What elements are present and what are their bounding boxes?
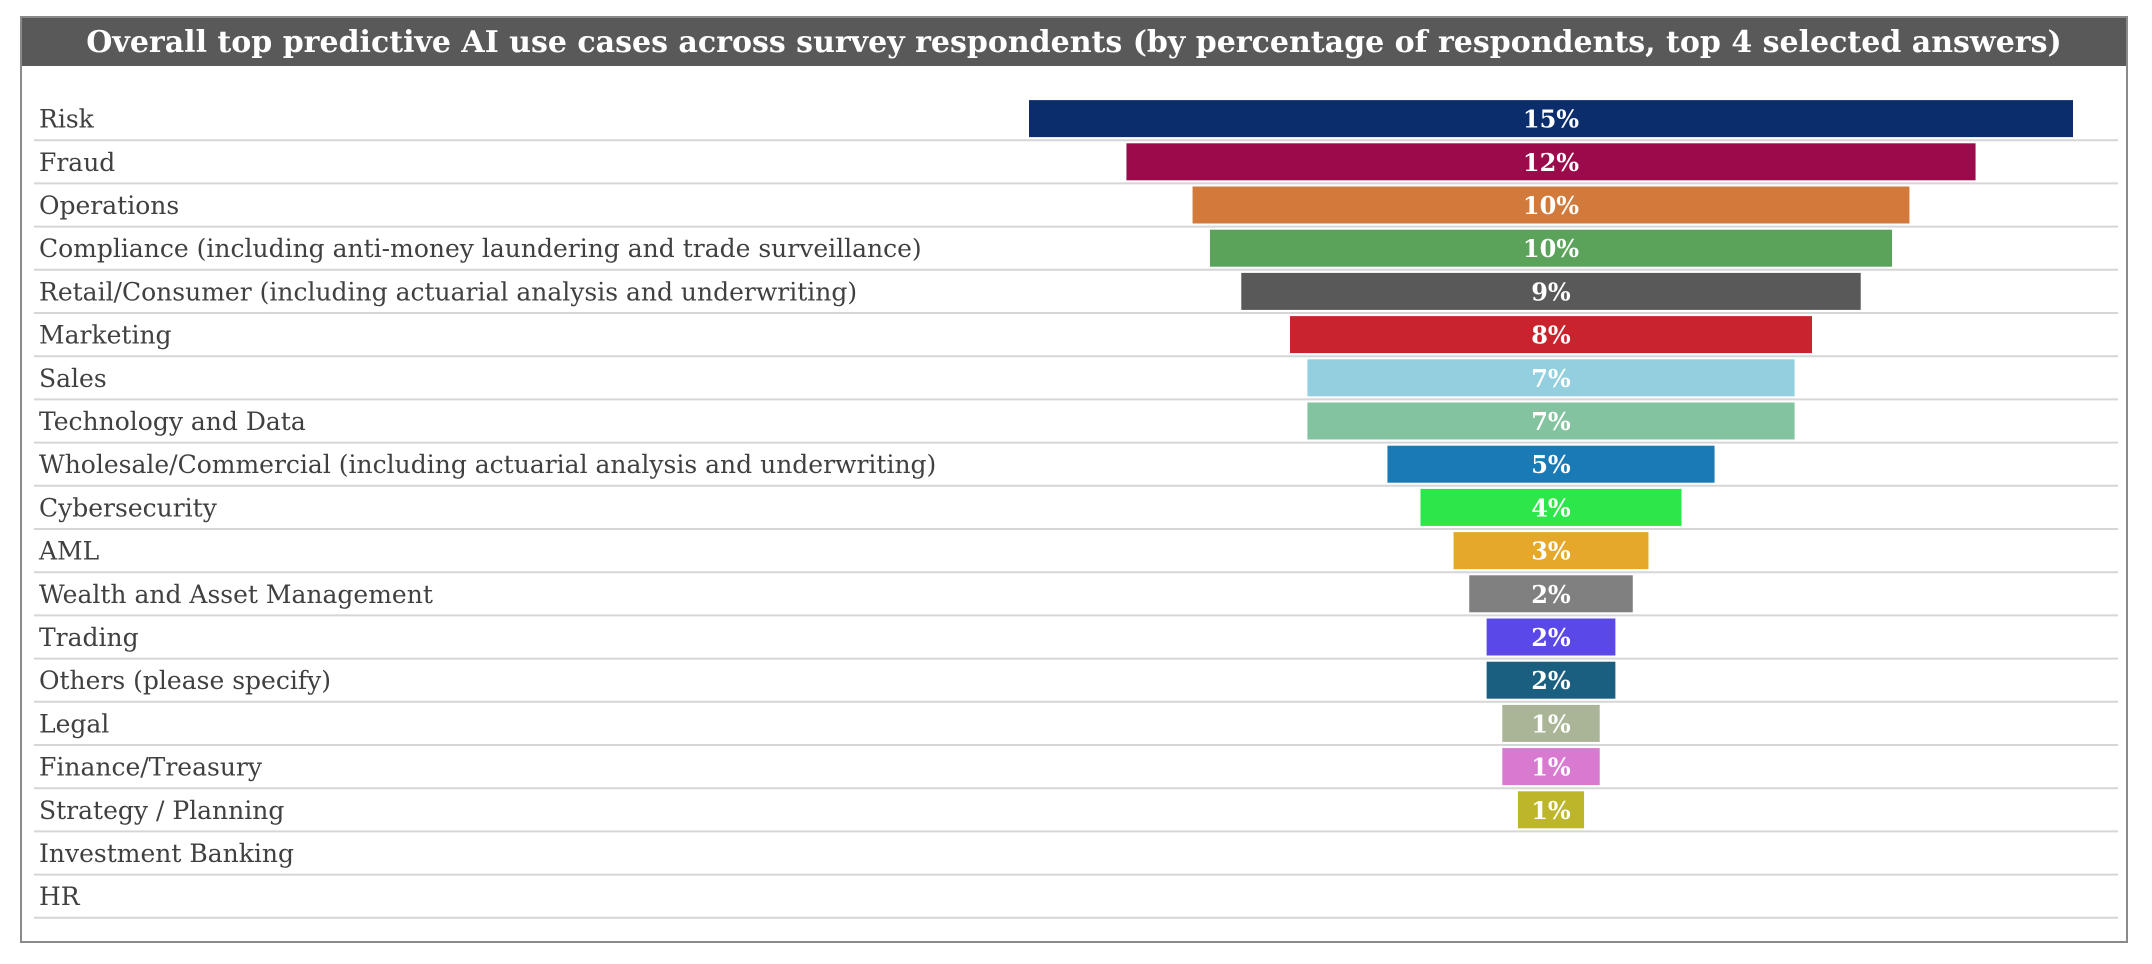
data-label: 1% — [1531, 753, 1571, 782]
bar — [1290, 316, 1812, 354]
bar — [1241, 272, 1861, 310]
category-label: Investment Banking — [39, 839, 294, 868]
category-label: Fraud — [39, 148, 115, 177]
category-label: Legal — [39, 709, 109, 738]
data-label: 5% — [1531, 450, 1571, 479]
category-label: Strategy / Planning — [39, 796, 284, 825]
category-label: Operations — [39, 191, 179, 220]
bar — [1517, 791, 1585, 829]
category-label: Wholesale/Commercial (including actuaria… — [39, 450, 936, 479]
category-label: Risk — [39, 105, 95, 134]
data-label: 12% — [1523, 148, 1579, 177]
bar — [1420, 488, 1682, 526]
data-label: 1% — [1531, 709, 1571, 738]
category-label: Wealth and Asset Management — [39, 580, 433, 609]
bar — [1387, 445, 1715, 483]
category-label: AML — [38, 537, 99, 566]
data-label: 2% — [1531, 580, 1571, 609]
category-label: Trading — [39, 623, 139, 652]
category-label: Compliance (including anti-money launder… — [39, 234, 922, 263]
bar — [1469, 575, 1633, 613]
category-label: Cybersecurity — [39, 493, 218, 522]
category-label: Marketing — [39, 321, 172, 350]
data-label: 7% — [1531, 364, 1571, 393]
data-label: 2% — [1531, 623, 1571, 652]
bar — [1126, 143, 1976, 181]
data-label: 2% — [1531, 666, 1571, 695]
data-label: 7% — [1531, 407, 1571, 436]
category-label: Sales — [39, 364, 107, 393]
data-label: 15% — [1523, 105, 1579, 134]
data-label: 10% — [1523, 191, 1579, 220]
data-label: 1% — [1531, 796, 1571, 825]
category-label: Others (please specify) — [39, 666, 331, 695]
bar — [1486, 618, 1616, 656]
category-label: Retail/Consumer (including actuarial ana… — [39, 277, 857, 306]
bar — [1502, 704, 1600, 742]
bar — [1307, 359, 1795, 397]
chart-title: Overall top predictive AI use cases acro… — [22, 18, 2126, 66]
category-label: Technology and Data — [39, 407, 306, 436]
bar — [1453, 532, 1649, 570]
data-label: 9% — [1531, 277, 1571, 306]
bar — [1192, 186, 1910, 224]
data-label: 8% — [1531, 321, 1571, 350]
bar — [1307, 402, 1795, 440]
bar — [1029, 100, 2073, 138]
bar — [1502, 748, 1600, 786]
bar — [1209, 229, 1893, 267]
data-label: 3% — [1531, 537, 1571, 566]
bar — [1486, 661, 1616, 699]
category-label: HR — [39, 882, 81, 911]
data-label: 10% — [1523, 234, 1579, 263]
category-label: Finance/Treasury — [39, 753, 263, 782]
data-label: 4% — [1531, 493, 1571, 522]
